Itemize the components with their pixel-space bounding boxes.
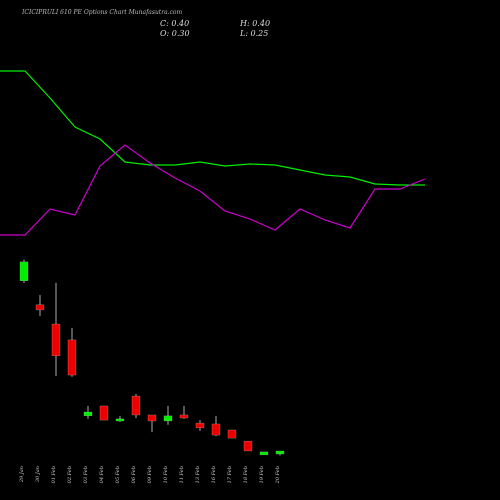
x-tick-label: 29 Jan [19, 466, 25, 483]
x-tick-label: 09 Feb [147, 466, 153, 483]
candle-body [67, 339, 77, 376]
x-tick-label: 18 Feb [243, 466, 249, 483]
candle-body [211, 423, 221, 436]
candle-body [115, 418, 125, 422]
candle-body [243, 440, 253, 452]
x-tick-label: 19 Feb [259, 466, 265, 483]
x-tick-label: 10 Feb [163, 466, 169, 483]
x-tick-label: 11 Feb [179, 466, 185, 483]
candle-body [99, 405, 109, 421]
x-tick-label: 02 Feb [67, 466, 73, 483]
close-label: C: 0.40 [160, 19, 189, 28]
candle-body [259, 451, 269, 456]
candle-body [19, 261, 29, 281]
x-tick-label: 13 Feb [195, 466, 201, 483]
candle-body [131, 395, 141, 416]
x-tick-label: 05 Feb [115, 466, 121, 483]
candle-body [163, 415, 173, 422]
x-tick-label: 03 Feb [83, 466, 89, 483]
line-series [0, 70, 425, 186]
x-tick-label: 30 Jan [35, 466, 41, 482]
candle-body [227, 429, 237, 439]
candle-body [179, 414, 189, 419]
x-tick-label: 16 Feb [211, 466, 217, 483]
x-tick-label: 20 Feb [275, 466, 281, 484]
line-series [0, 144, 426, 236]
low-label: L: 0.25 [239, 29, 268, 38]
candle-body [195, 422, 205, 429]
candle-body [83, 411, 93, 417]
x-tick-label: 06 Feb [131, 466, 137, 483]
high-label: H: 0.40 [239, 19, 270, 28]
x-tick-label: 01 Feb [51, 466, 57, 483]
candle-body [35, 304, 45, 311]
candle-body [275, 450, 285, 455]
chart-title: ICICIPRULI 610 PE Options Chart Munafasu… [21, 9, 183, 16]
open-label: O: 0.30 [160, 29, 190, 38]
candle-body [51, 323, 61, 356]
x-tick-label: 04 Feb [99, 466, 105, 483]
candle-body [147, 414, 157, 422]
x-tick-label: 17 Feb [227, 466, 233, 483]
